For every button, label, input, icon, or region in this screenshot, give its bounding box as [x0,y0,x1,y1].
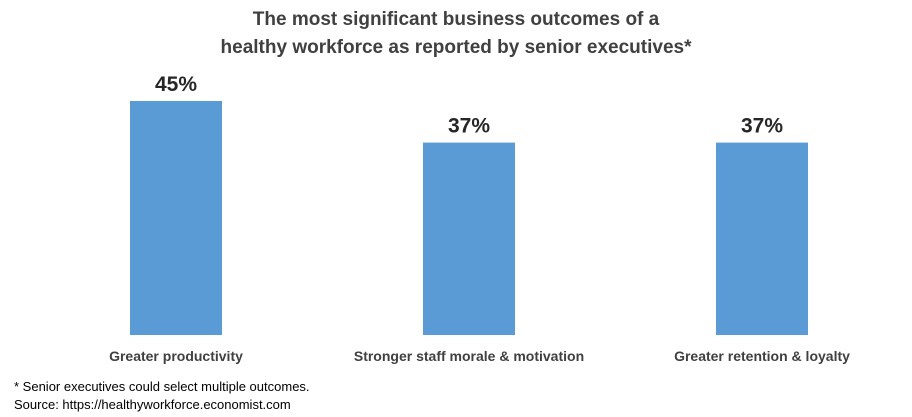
data-label-2: 37% [448,115,490,138]
chart-title-line-2: healthy workforce as reported by senior … [220,37,692,58]
bar-2 [423,142,515,335]
category-label-1: Greater productivity [109,348,243,364]
data-label-1: 45% [155,73,197,96]
category-label-2: Stronger staff morale & motivation [354,348,584,364]
data-label-3: 37% [741,115,783,138]
category-label-3: Greater retention & loyalty [674,348,850,364]
footnote-multiple-outcomes: * Senior executives could select multipl… [14,379,310,394]
chart-title-line-1: The most significant business outcomes o… [252,9,660,30]
bar-3 [716,142,808,335]
bar-1 [130,101,222,335]
footnote-source: Source: https://healthyworkforce.economi… [14,397,291,412]
